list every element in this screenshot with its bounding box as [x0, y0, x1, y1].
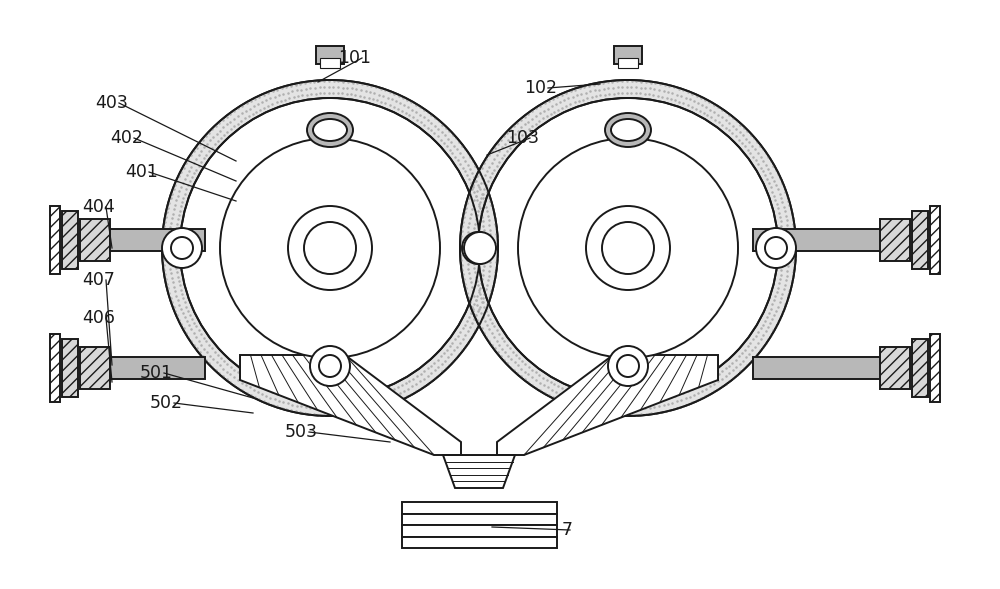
Text: 101: 101 — [338, 49, 371, 67]
Bar — [90, 357, 205, 379]
Text: 502: 502 — [150, 394, 183, 412]
Text: 402: 402 — [110, 129, 143, 147]
Bar — [402, 525, 556, 537]
Circle shape — [162, 228, 202, 268]
Ellipse shape — [307, 113, 353, 147]
Bar — [880, 219, 910, 261]
Text: 404: 404 — [82, 198, 115, 216]
Circle shape — [462, 232, 494, 264]
Bar — [912, 211, 928, 269]
Text: 407: 407 — [82, 271, 115, 289]
Text: 403: 403 — [95, 94, 128, 112]
Bar — [50, 334, 60, 402]
Bar — [80, 219, 110, 261]
Bar — [50, 206, 60, 274]
Bar — [62, 211, 78, 269]
Bar — [402, 514, 556, 525]
Text: 503: 503 — [285, 423, 318, 441]
Text: 406: 406 — [82, 309, 115, 327]
Text: 401: 401 — [125, 163, 158, 181]
Bar — [90, 229, 205, 251]
Circle shape — [756, 228, 796, 268]
Circle shape — [310, 346, 350, 386]
Ellipse shape — [313, 119, 347, 141]
Circle shape — [319, 355, 341, 377]
Circle shape — [304, 222, 356, 274]
Ellipse shape — [605, 113, 651, 147]
Text: 7: 7 — [562, 521, 573, 539]
Bar — [753, 229, 900, 251]
Polygon shape — [240, 355, 461, 455]
Bar — [880, 347, 910, 389]
Bar — [614, 46, 642, 64]
Bar — [402, 537, 556, 548]
Circle shape — [602, 222, 654, 274]
Circle shape — [171, 237, 193, 259]
Bar — [930, 334, 940, 402]
Text: 102: 102 — [524, 79, 557, 97]
Text: 103: 103 — [506, 129, 539, 147]
Bar — [80, 347, 110, 389]
Text: 501: 501 — [140, 364, 173, 382]
Bar — [316, 46, 344, 64]
Bar — [320, 58, 340, 68]
Bar — [62, 339, 78, 397]
Circle shape — [765, 237, 787, 259]
Bar — [402, 502, 556, 514]
Circle shape — [220, 138, 440, 358]
Bar — [753, 357, 900, 379]
Circle shape — [608, 346, 648, 386]
Circle shape — [464, 232, 496, 264]
Bar — [912, 339, 928, 397]
Polygon shape — [443, 455, 515, 488]
Ellipse shape — [611, 119, 645, 141]
Circle shape — [617, 355, 639, 377]
Bar — [618, 58, 638, 68]
Circle shape — [518, 138, 738, 358]
Bar — [930, 206, 940, 274]
Polygon shape — [497, 355, 718, 455]
